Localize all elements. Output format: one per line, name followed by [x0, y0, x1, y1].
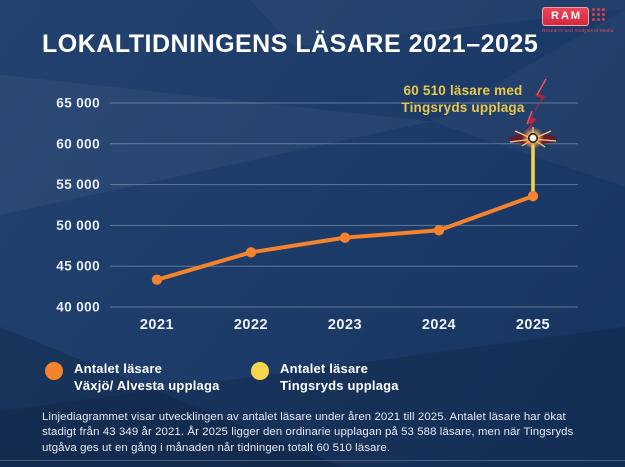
legend-label-line2: Växjö/ Alvesta upplaga	[74, 378, 220, 393]
legend-swatch-orange	[45, 362, 63, 380]
x-tick-label: 2021	[140, 317, 174, 333]
y-tick-label: 45 000	[56, 259, 100, 274]
plot-area: 65 000 60 000 55 000 50 000 45 000 40 000 2021…	[56, 96, 578, 333]
x-tick-label: 2022	[234, 317, 268, 333]
legend-label-line2: Tingsryds upplaga	[280, 378, 399, 393]
burst-core	[529, 134, 537, 142]
y-tick-label: 65 000	[56, 96, 100, 111]
page-title: LOKALTIDNINGENS LÄSARE 2021–2025	[42, 30, 539, 58]
spark-burst-icon	[509, 74, 557, 149]
annotation-line-1: 60 510 läsare med	[403, 83, 523, 98]
ram-logo-caption: Research and Analysis of Media	[542, 28, 614, 33]
y-tick-label: 60 000	[56, 136, 100, 151]
legend-label-line1: Antalet läsare	[74, 361, 163, 376]
ram-logo-dots-icon	[592, 8, 607, 23]
x-tick-label: 2024	[422, 317, 456, 333]
ram-logo: RAM Research and Analysis of Media	[542, 7, 617, 33]
y-tick-label: 55 000	[56, 177, 100, 192]
x-tick-label: 2025	[516, 317, 550, 333]
data-point	[151, 274, 163, 285]
legend-item-vaxjo: Antalet läsare Växjö/ Alvesta upplaga	[45, 360, 220, 394]
y-tick-label: 40 000	[56, 300, 100, 315]
data-point	[245, 247, 257, 258]
legend-item-tingsryd: Antalet läsare Tingsryds upplaga	[251, 360, 399, 394]
lightning-highlight	[526, 78, 547, 125]
bottom-divider	[0, 460, 625, 461]
legend-swatch-yellow	[251, 362, 269, 380]
chart-description: Linjediagrammet visar utvecklingen av an…	[42, 411, 574, 454]
y-tick-label: 50 000	[56, 218, 100, 233]
data-point	[339, 232, 351, 243]
chart-annotation: 60 510 läsare med Tingsryds upplaga	[395, 82, 531, 116]
x-tick-label: 2023	[328, 317, 362, 333]
data-point	[433, 225, 445, 236]
legend-label-line1: Antalet läsare	[280, 361, 369, 376]
data-point	[527, 190, 539, 202]
ram-logo-box: RAM	[542, 7, 590, 26]
annotation-line-2: Tingsryds upplaga	[401, 100, 525, 115]
